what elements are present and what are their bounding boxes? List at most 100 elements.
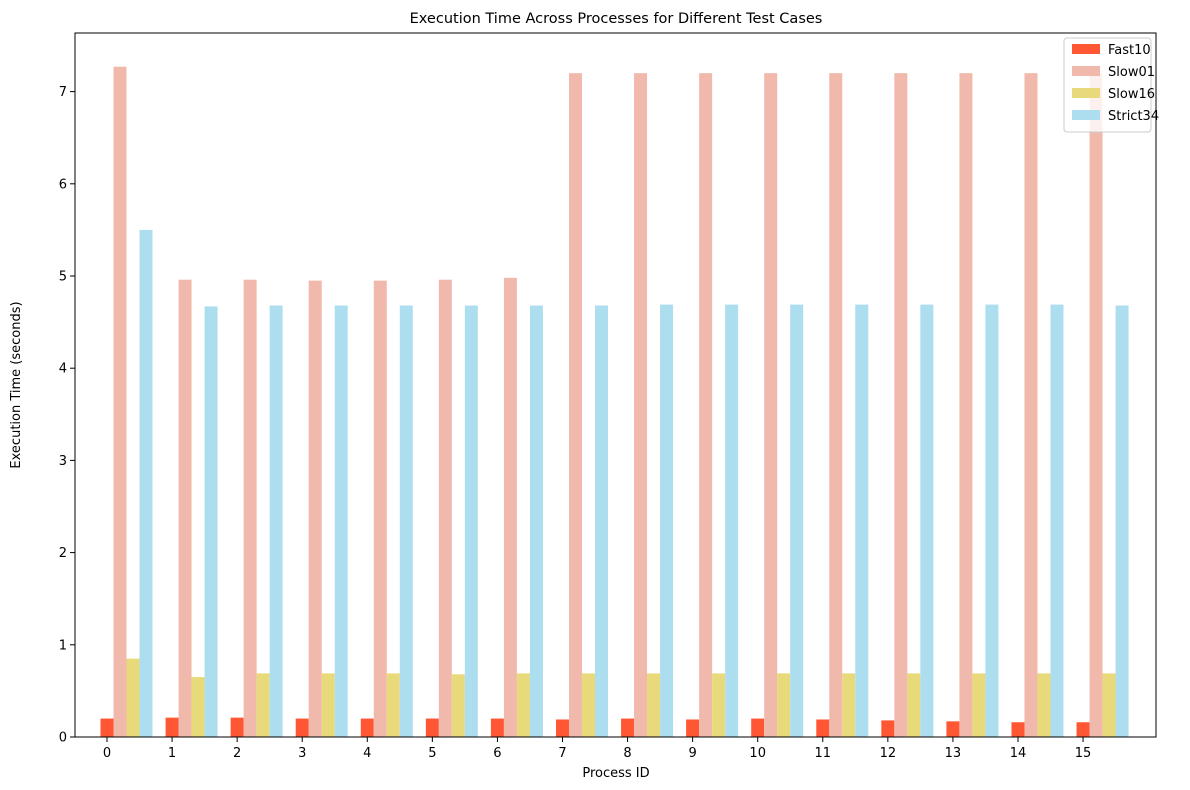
bar-slow16-1 [191,677,205,737]
bar-strict34-6 [529,305,543,737]
legend-swatch-fast10 [1072,44,1100,54]
bar-strict34-4 [399,305,413,737]
bar-slow16-2 [256,673,270,737]
x-tick-label: 13 [945,746,962,761]
x-tick-label: 12 [880,746,897,761]
bar-slow16-14 [1037,673,1051,737]
bar-strict34-0 [139,229,153,737]
y-tick-label: 6 [59,177,67,192]
bar-strict34-3 [334,305,348,737]
bar-strict34-7 [594,305,608,737]
x-tick-label: 14 [1010,746,1027,761]
bar-strict34-13 [985,304,999,737]
bar-slow16-5 [451,674,465,737]
x-tick-label: 4 [363,746,371,761]
bar-slow01-0 [113,66,127,737]
bar-strict34-11 [855,304,869,737]
x-axis: 0 1 2 3 4 5 6 7 8 9 10 11 12 13 14 15 [103,737,1091,761]
bar-fast10-0 [100,718,114,737]
bar-fast10-8 [621,718,635,737]
bar-slow16-12 [907,673,921,737]
bar-fast10-11 [816,719,830,737]
bar-slow01-2 [243,279,257,737]
legend-swatch-strict34 [1072,110,1100,120]
x-tick-label: 0 [103,746,111,761]
x-tick-label: 1 [168,746,176,761]
bar-slow16-10 [777,673,791,737]
bar-fast10-15 [1076,722,1090,737]
y-tick-label: 3 [59,454,67,469]
bar-fast10-5 [425,718,439,737]
bar-fast10-2 [230,717,244,737]
y-tick-label: 4 [59,362,67,377]
y-tick-label: 1 [59,638,67,653]
bar-strict34-1 [204,306,218,737]
bar-strict34-12 [920,304,934,737]
y-tick-label: 2 [59,546,67,561]
x-axis-label: Process ID [582,766,649,781]
x-tick-label: 6 [493,746,501,761]
bar-slow01-8 [634,73,648,737]
bar-slow16-8 [647,673,661,737]
x-tick-label: 15 [1075,746,1092,761]
y-axis: 0 1 2 3 4 5 6 7 [59,85,75,746]
bar-fast10-10 [751,718,765,737]
bar-slow01-12 [894,73,908,737]
bar-slow01-13 [959,73,973,737]
bar-slow01-15 [1089,73,1103,737]
bar-strict34-14 [1050,304,1064,737]
bar-fast10-12 [881,720,895,737]
x-tick-label: 9 [688,746,696,761]
bar-slow16-6 [516,673,530,737]
legend-swatch-slow16 [1072,88,1100,98]
bar-slow16-0 [126,658,140,737]
bar-fast10-14 [1011,722,1025,737]
bar-slow01-3 [308,280,322,737]
bar-strict34-9 [725,304,739,737]
bar-strict34-10 [790,304,804,737]
x-tick-label: 7 [558,746,566,761]
bar-fast10-6 [490,718,504,737]
bar-slow16-3 [321,673,335,737]
bar-slow16-4 [386,673,400,737]
bar-strict34-8 [660,304,674,737]
legend-box [1063,37,1152,133]
x-tick-label: 11 [814,746,831,761]
bar-slow01-1 [178,279,192,737]
y-tick-label: 7 [59,85,67,100]
bar-slow01-11 [829,73,843,737]
legend: Fast10 Slow01 Slow16 Strict34 [1063,37,1159,133]
bar-fast10-3 [295,718,309,737]
legend-swatch-slow01 [1072,66,1100,76]
bar-slow16-13 [972,673,986,737]
bar-strict34-5 [464,305,478,737]
bar-slow01-14 [1024,73,1038,737]
y-tick-label: 5 [59,270,67,285]
bar-fast10-4 [360,718,374,737]
bar-slow16-7 [581,673,595,737]
y-tick-label: 0 [59,731,67,746]
y-axis-label: Execution Time (seconds) [9,301,24,468]
bar-slow01-7 [568,73,582,737]
legend-label-slow01: Slow01 [1108,65,1155,80]
bar-fast10-13 [946,721,960,737]
x-tick-label: 5 [428,746,436,761]
bars-group [100,66,1129,737]
plot-frame [74,32,1157,738]
legend-label-strict34: Strict34 [1108,109,1159,124]
legend-label-slow16: Slow16 [1108,87,1155,102]
bar-slow01-4 [373,280,387,737]
x-tick-label: 3 [298,746,306,761]
x-tick-label: 2 [233,746,241,761]
legend-label-fast10: Fast10 [1108,43,1151,58]
bar-slow16-9 [712,673,726,737]
bar-slow01-6 [503,277,517,737]
bar-slow16-11 [842,673,856,737]
chart-title: Execution Time Across Processes for Diff… [410,11,823,27]
bar-strict34-15 [1115,305,1129,737]
bar-slow01-9 [699,73,713,737]
bar-slow01-5 [438,279,452,737]
bar-slow16-15 [1102,673,1116,737]
x-tick-label: 8 [623,746,631,761]
